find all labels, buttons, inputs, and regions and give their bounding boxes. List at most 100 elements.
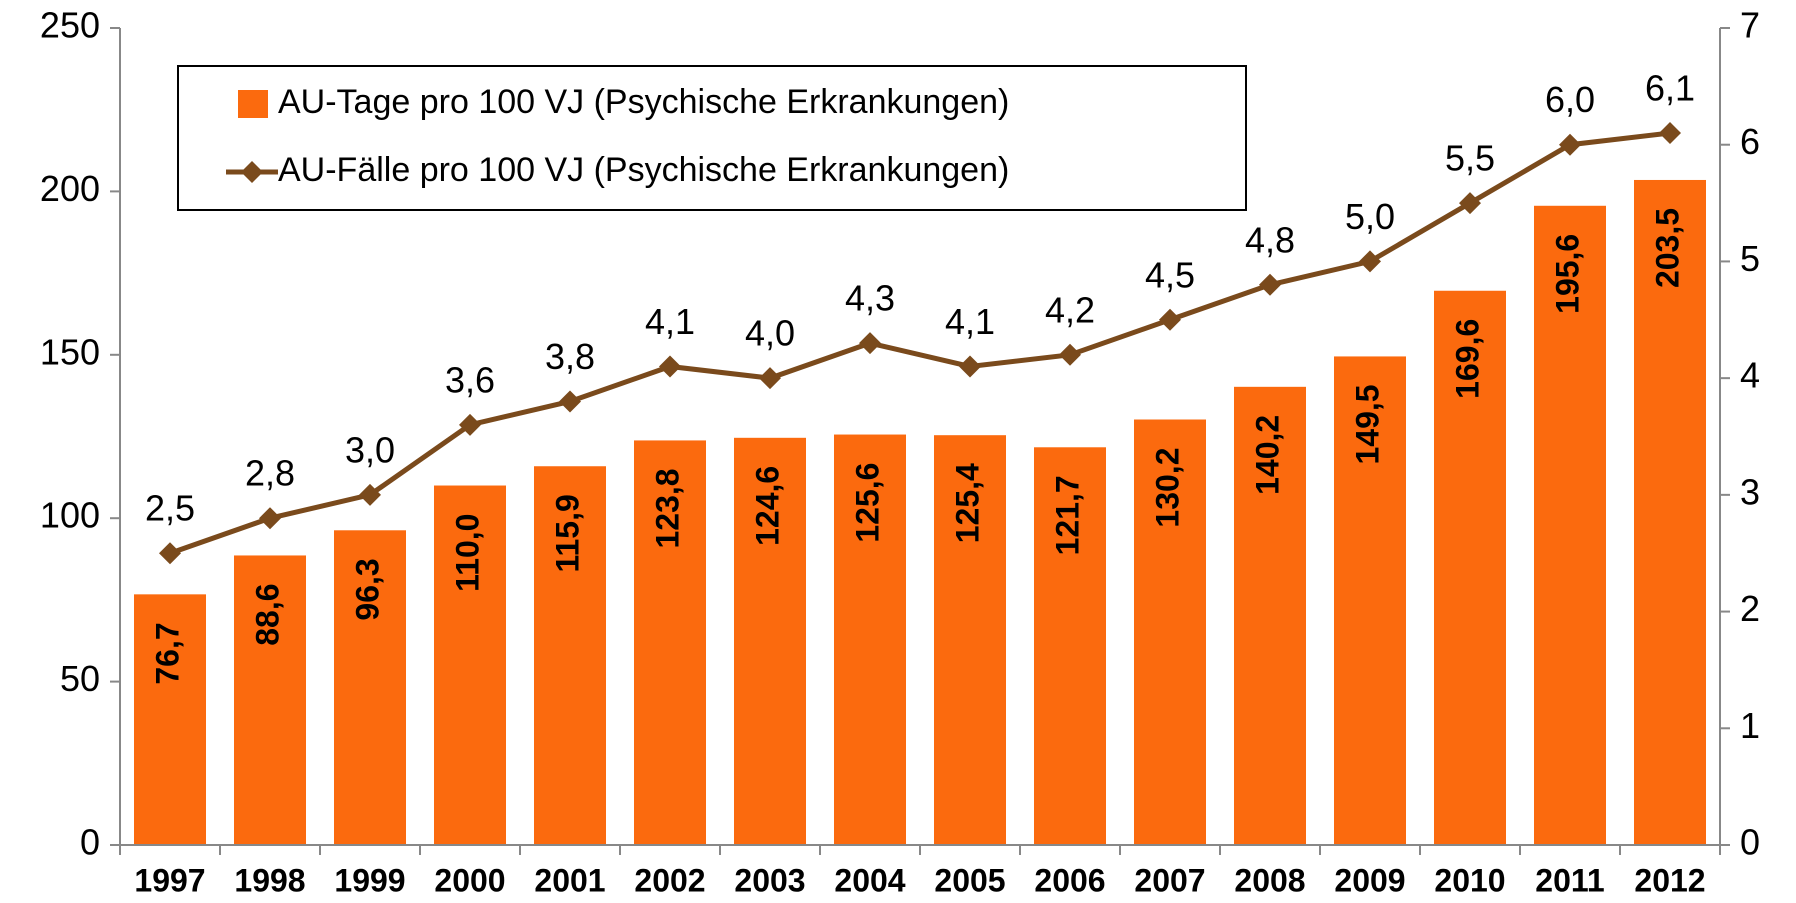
- line-value-label: 4,5: [1145, 254, 1195, 295]
- bar: [634, 440, 706, 845]
- line-value-label: 5,5: [1445, 138, 1495, 179]
- bar: [234, 555, 306, 845]
- x-tick-label: 2006: [1034, 862, 1105, 898]
- line-marker: [959, 355, 981, 378]
- y2-tick-label: 2: [1740, 588, 1760, 629]
- bar: [1534, 205, 1606, 846]
- bar-value-label: 96,3: [349, 558, 385, 620]
- y-tick-label: 150: [40, 331, 100, 372]
- line-value-label: 5,0: [1345, 196, 1395, 237]
- x-tick-label: 2003: [734, 862, 805, 898]
- line-marker: [1159, 308, 1181, 331]
- line-marker: [359, 483, 381, 506]
- bar-value-label: 203,5: [1649, 208, 1685, 288]
- y2-tick-label: 5: [1740, 238, 1760, 279]
- bar: [534, 466, 606, 845]
- line-marker: [1659, 122, 1681, 145]
- line-marker: [459, 413, 481, 436]
- line-marker: [1559, 133, 1581, 156]
- bar-value-label: 115,9: [549, 494, 585, 572]
- legend-label: AU-Tage pro 100 VJ (Psychische Erkrankun…: [278, 83, 1009, 121]
- line-marker: [259, 507, 281, 530]
- bar-value-label: 123,8: [649, 468, 685, 548]
- x-tick-label: 2000: [434, 862, 505, 898]
- bar-value-label: 110,0: [449, 514, 485, 592]
- bar: [1334, 356, 1406, 845]
- x-tick-label: 2012: [1634, 862, 1705, 898]
- bar-value-label: 121,7: [1049, 475, 1085, 555]
- bar: [434, 485, 506, 845]
- bar: [1234, 386, 1306, 845]
- x-tick-label: 2009: [1334, 862, 1405, 898]
- line-marker: [1459, 192, 1481, 215]
- bar: [934, 435, 1006, 845]
- x-tick-label: 1999: [334, 862, 405, 898]
- legend-marker: [241, 161, 263, 183]
- bar: [1134, 419, 1206, 845]
- x-tick-label: 2004: [834, 862, 905, 898]
- y2-tick-label: 0: [1740, 822, 1760, 863]
- bar-value-label: 195,6: [1549, 234, 1585, 314]
- bar-value-label: 140,2: [1249, 415, 1285, 495]
- bar: [834, 434, 906, 845]
- line-value-label: 4,2: [1045, 289, 1095, 330]
- y-tick-label: 100: [40, 495, 100, 536]
- line-value-label: 4,3: [845, 278, 895, 319]
- line-value-label: 3,0: [345, 429, 395, 470]
- line-marker: [659, 355, 681, 378]
- bar-value-label: 169,6: [1449, 319, 1485, 399]
- x-tick-label: 2008: [1234, 862, 1305, 898]
- y2-tick-label: 3: [1740, 471, 1760, 512]
- line-marker: [159, 542, 181, 565]
- bar-value-label: 76,7: [149, 622, 185, 684]
- line-value-label: 6,0: [1545, 79, 1595, 120]
- line-marker: [1059, 343, 1081, 366]
- y-tick-label: 0: [80, 822, 100, 863]
- x-tick-label: 2005: [934, 862, 1005, 898]
- x-tick-label: 1997: [134, 862, 205, 898]
- line-marker: [1259, 273, 1281, 296]
- legend-swatch: [238, 90, 268, 118]
- bar: [1634, 179, 1706, 845]
- y-tick-label: 250: [40, 5, 100, 46]
- bar-value-label: 149,5: [1349, 384, 1385, 464]
- bar-value-label: 125,6: [849, 463, 885, 543]
- bar-value-label: 130,2: [1149, 448, 1185, 528]
- line-value-label: 4,1: [945, 301, 995, 342]
- bar: [1034, 447, 1106, 845]
- line-marker: [1359, 250, 1381, 273]
- bar-value-label: 125,4: [949, 463, 985, 543]
- bar: [134, 594, 206, 845]
- x-tick-label: 1998: [234, 862, 305, 898]
- y2-tick-label: 7: [1740, 5, 1760, 46]
- legend-label: AU-Fälle pro 100 VJ (Psychische Erkranku…: [278, 151, 1009, 189]
- y-tick-label: 200: [40, 168, 100, 209]
- bar: [734, 437, 806, 845]
- line-value-label: 3,6: [445, 359, 495, 400]
- line-value-label: 4,8: [1245, 219, 1295, 260]
- y2-tick-label: 6: [1740, 121, 1760, 162]
- line-value-label: 4,1: [645, 301, 695, 342]
- line-value-label: 3,8: [545, 336, 595, 377]
- x-tick-label: 2001: [534, 862, 605, 898]
- line-value-label: 2,8: [245, 453, 295, 494]
- line-value-label: 6,1: [1645, 68, 1695, 109]
- line-value-label: 4,0: [745, 313, 795, 354]
- bar: [1434, 290, 1506, 845]
- y-tick-label: 50: [60, 658, 100, 699]
- bar-value-label: 124,6: [749, 466, 785, 546]
- line-marker: [559, 390, 581, 413]
- x-tick-label: 2010: [1434, 862, 1505, 898]
- line-marker: [759, 367, 781, 390]
- y2-tick-label: 1: [1740, 705, 1760, 746]
- x-tick-label: 2007: [1134, 862, 1205, 898]
- bar: [334, 530, 406, 845]
- x-tick-label: 2011: [1535, 862, 1604, 898]
- line-value-label: 2,5: [145, 488, 195, 529]
- x-tick-label: 2002: [634, 862, 705, 898]
- bar-value-label: 88,6: [249, 583, 285, 645]
- line-marker: [859, 332, 881, 355]
- line: [169, 130, 1671, 556]
- y2-tick-label: 4: [1740, 355, 1760, 396]
